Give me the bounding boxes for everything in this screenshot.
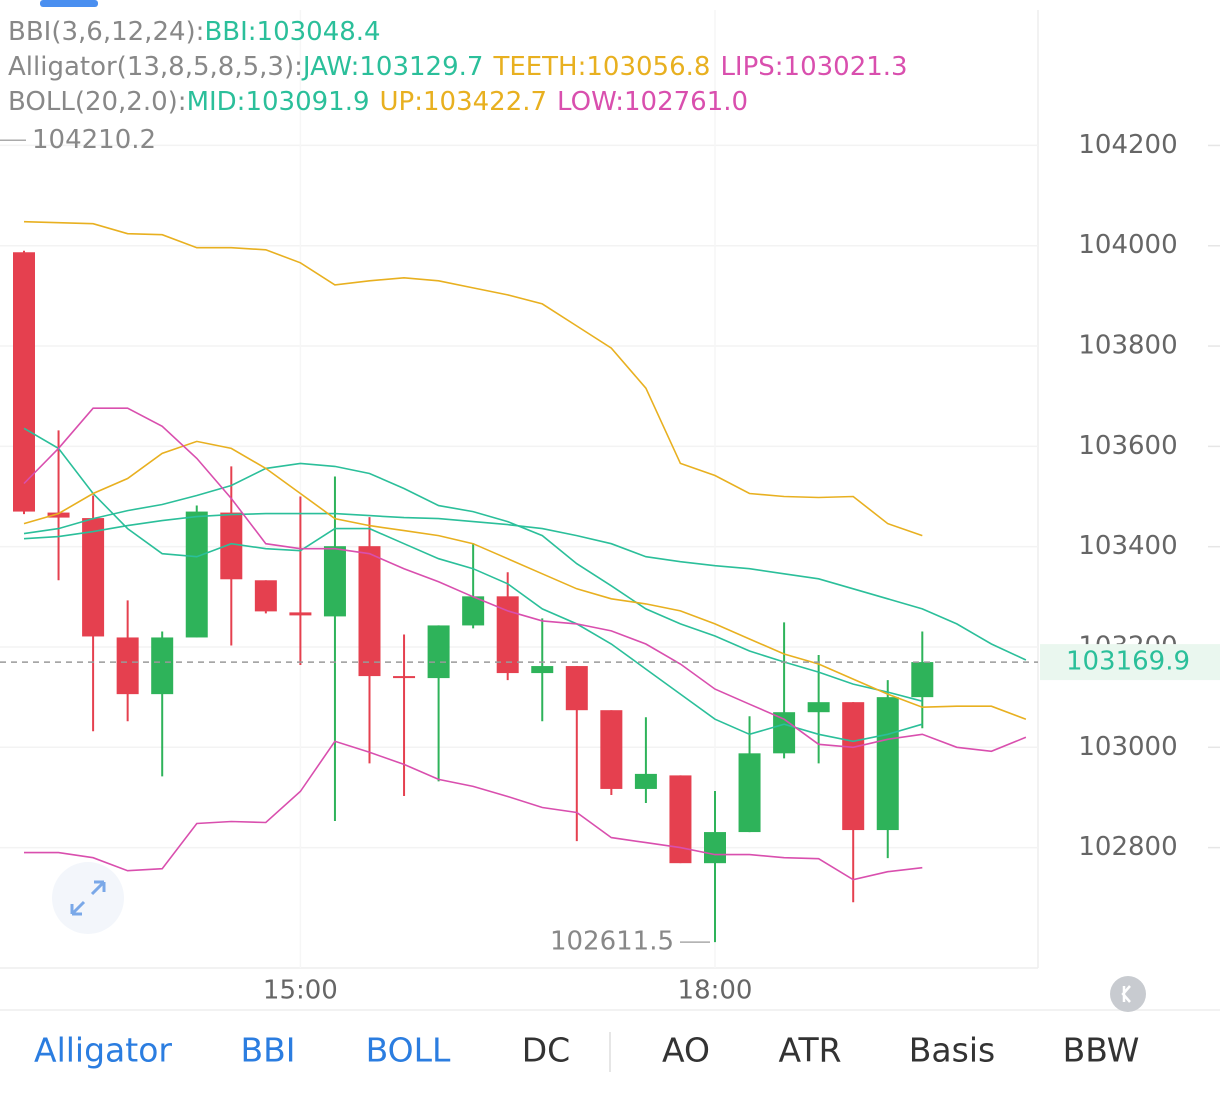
candle-body — [116, 637, 139, 695]
indicator-label: Alligator(13,8,5,8,5,3): — [8, 52, 303, 82]
indicator-row: Alligator(13,8,5,8,5,3):JAW:103129.7 TEET… — [8, 52, 908, 82]
candle-body — [600, 710, 623, 789]
y-tick-label: 104200 — [1078, 130, 1177, 160]
indicator-tab[interactable]: ATR — [778, 1031, 841, 1070]
indicator-tab[interactable]: BOLL — [366, 1031, 451, 1070]
candle-body — [496, 596, 519, 674]
indicator-tab[interactable]: DC — [522, 1031, 570, 1070]
indicator-tab[interactable]: Alligator — [34, 1031, 172, 1070]
indicator-value: BBI:103048.4 — [204, 17, 380, 47]
candle-body — [669, 775, 692, 864]
indicator-label: BOLL(20,2.0): — [8, 87, 187, 117]
y-tick-label: 103600 — [1078, 431, 1177, 461]
candle-body — [358, 546, 381, 677]
candle-body — [565, 666, 588, 711]
indicator-line — [23, 440, 1027, 720]
indicator-line — [23, 427, 923, 743]
candle-body — [393, 676, 416, 679]
candle-body — [185, 511, 208, 638]
indicator-value: MID:103091.9 — [187, 87, 370, 117]
y-tick-label: 103400 — [1078, 531, 1177, 561]
indicator-tab[interactable]: AO — [662, 1031, 710, 1070]
indicator-value: LOW:102761.0 — [557, 87, 748, 117]
indicator-line — [23, 220, 923, 537]
candle-body — [13, 252, 35, 512]
expand-bg[interactable] — [52, 862, 124, 934]
y-tick-label: 104000 — [1078, 230, 1177, 260]
candle-body — [704, 832, 726, 864]
candle-body — [47, 512, 70, 518]
x-tick-label: 18:00 — [678, 976, 753, 1006]
candle-body — [738, 753, 761, 833]
expand-icon[interactable] — [70, 880, 106, 916]
indicator-line — [23, 407, 1027, 753]
x-tick-label: 15:00 — [263, 976, 338, 1006]
y-tick-label: 103000 — [1078, 732, 1177, 762]
candle-body — [911, 662, 934, 698]
candle-body — [254, 580, 277, 612]
indicator-tab[interactable]: BBW — [1063, 1031, 1140, 1070]
indicator-tab[interactable]: BBI — [240, 1031, 295, 1070]
indicator-value: LIPS:103021.3 — [720, 52, 907, 82]
indicator-value: TEETH:103056.8 — [492, 52, 710, 82]
indicator-row: BOLL(20,2.0):MID:103091.9 UP:103422.7 LOW:… — [8, 87, 748, 117]
candle-body — [323, 546, 346, 617]
indicator-value: JAW:103129.7 — [301, 52, 484, 82]
candle-body — [427, 625, 450, 679]
indicator-tab[interactable]: Basis — [909, 1031, 995, 1070]
y-tick-label: 103800 — [1078, 331, 1177, 361]
indicator-label: BBI(3,6,12,24): — [8, 17, 204, 47]
indicator-line — [23, 512, 1027, 661]
candle-body — [289, 612, 312, 616]
plot: 1028001030001032001034001036001038001040… — [0, 10, 1220, 1006]
indicator-line — [24, 740, 923, 881]
candle-body — [531, 666, 554, 674]
scroll-icon[interactable] — [1121, 985, 1131, 1003]
candle-body — [634, 773, 657, 789]
candle-body — [151, 637, 174, 695]
candle-body — [807, 702, 830, 713]
min-label: 102611.5 — [550, 927, 674, 957]
indicator-value: UP:103422.7 — [380, 87, 548, 117]
candle-body — [876, 697, 899, 831]
last-price-box — [1040, 644, 1220, 681]
indicator-header: BBI(3,6,12,24):BBI:103048.4 Alligator(13,… — [8, 17, 908, 117]
max-label: 104210.2 — [32, 125, 156, 155]
indicator-row: BBI(3,6,12,24):BBI:103048.4 — [8, 17, 381, 47]
top-indicator — [40, 0, 98, 7]
scroll-bg[interactable] — [1110, 976, 1146, 1012]
scroll-button[interactable] — [1110, 976, 1146, 1012]
candle-body — [220, 512, 243, 580]
last-price-label: 103169.9 — [1066, 647, 1190, 677]
tab-bar: Alligator BBI BOLL DC AO ATR Basis BBW — [34, 1031, 1139, 1070]
expand-button[interactable] — [52, 862, 124, 934]
candle-body — [82, 518, 105, 637]
candle-body — [842, 702, 865, 831]
candle-body — [462, 596, 485, 626]
indicator-line — [23, 462, 923, 702]
y-tick-label: 102800 — [1078, 832, 1177, 862]
